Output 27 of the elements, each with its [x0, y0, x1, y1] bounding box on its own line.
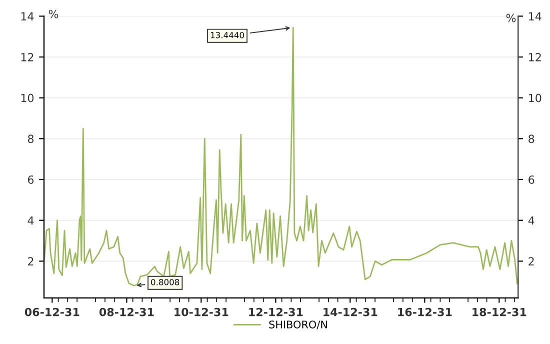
y2-tick-label: 12: [529, 52, 541, 62]
y-tick-label: 8: [28, 134, 34, 144]
legend-label: SHIBORO/N: [269, 320, 327, 330]
line-series: [44, 26, 518, 286]
x-tick-label: 16-12-31: [398, 308, 452, 316]
y-tick-label: 6: [28, 175, 34, 184]
y-tick-label: 12: [21, 52, 34, 62]
x-tick-label: 12-12-31: [249, 308, 303, 316]
y-tick-label: 14: [21, 12, 34, 20]
y2-tick-label: 8: [528, 134, 534, 144]
annotation: 0.8008: [151, 278, 180, 286]
x-tick-label: 06-12-31: [24, 308, 80, 316]
x-tick-label: 18-12-31: [472, 308, 526, 316]
y2-tick-label: 14: [529, 12, 542, 20]
annotation: 13.4440: [210, 32, 244, 38]
x-tick-label: 08-12-31: [99, 308, 154, 316]
y-tick-label: 4: [28, 216, 34, 225]
y-axis-title: %: [48, 10, 58, 18]
y2-tick-label: 2: [528, 257, 534, 266]
x-tick-label: 10-12-31: [174, 308, 228, 316]
y2-axis-title: %: [506, 14, 516, 22]
y2-tick-label: 10: [529, 94, 542, 102]
y-tick-label: 10: [21, 94, 34, 102]
y-tick-label: 2: [28, 257, 34, 266]
y2-tick-label: 4: [528, 216, 534, 225]
y2-tick-label: 6: [528, 175, 534, 184]
x-tick-label: 14-12-31: [324, 308, 378, 316]
